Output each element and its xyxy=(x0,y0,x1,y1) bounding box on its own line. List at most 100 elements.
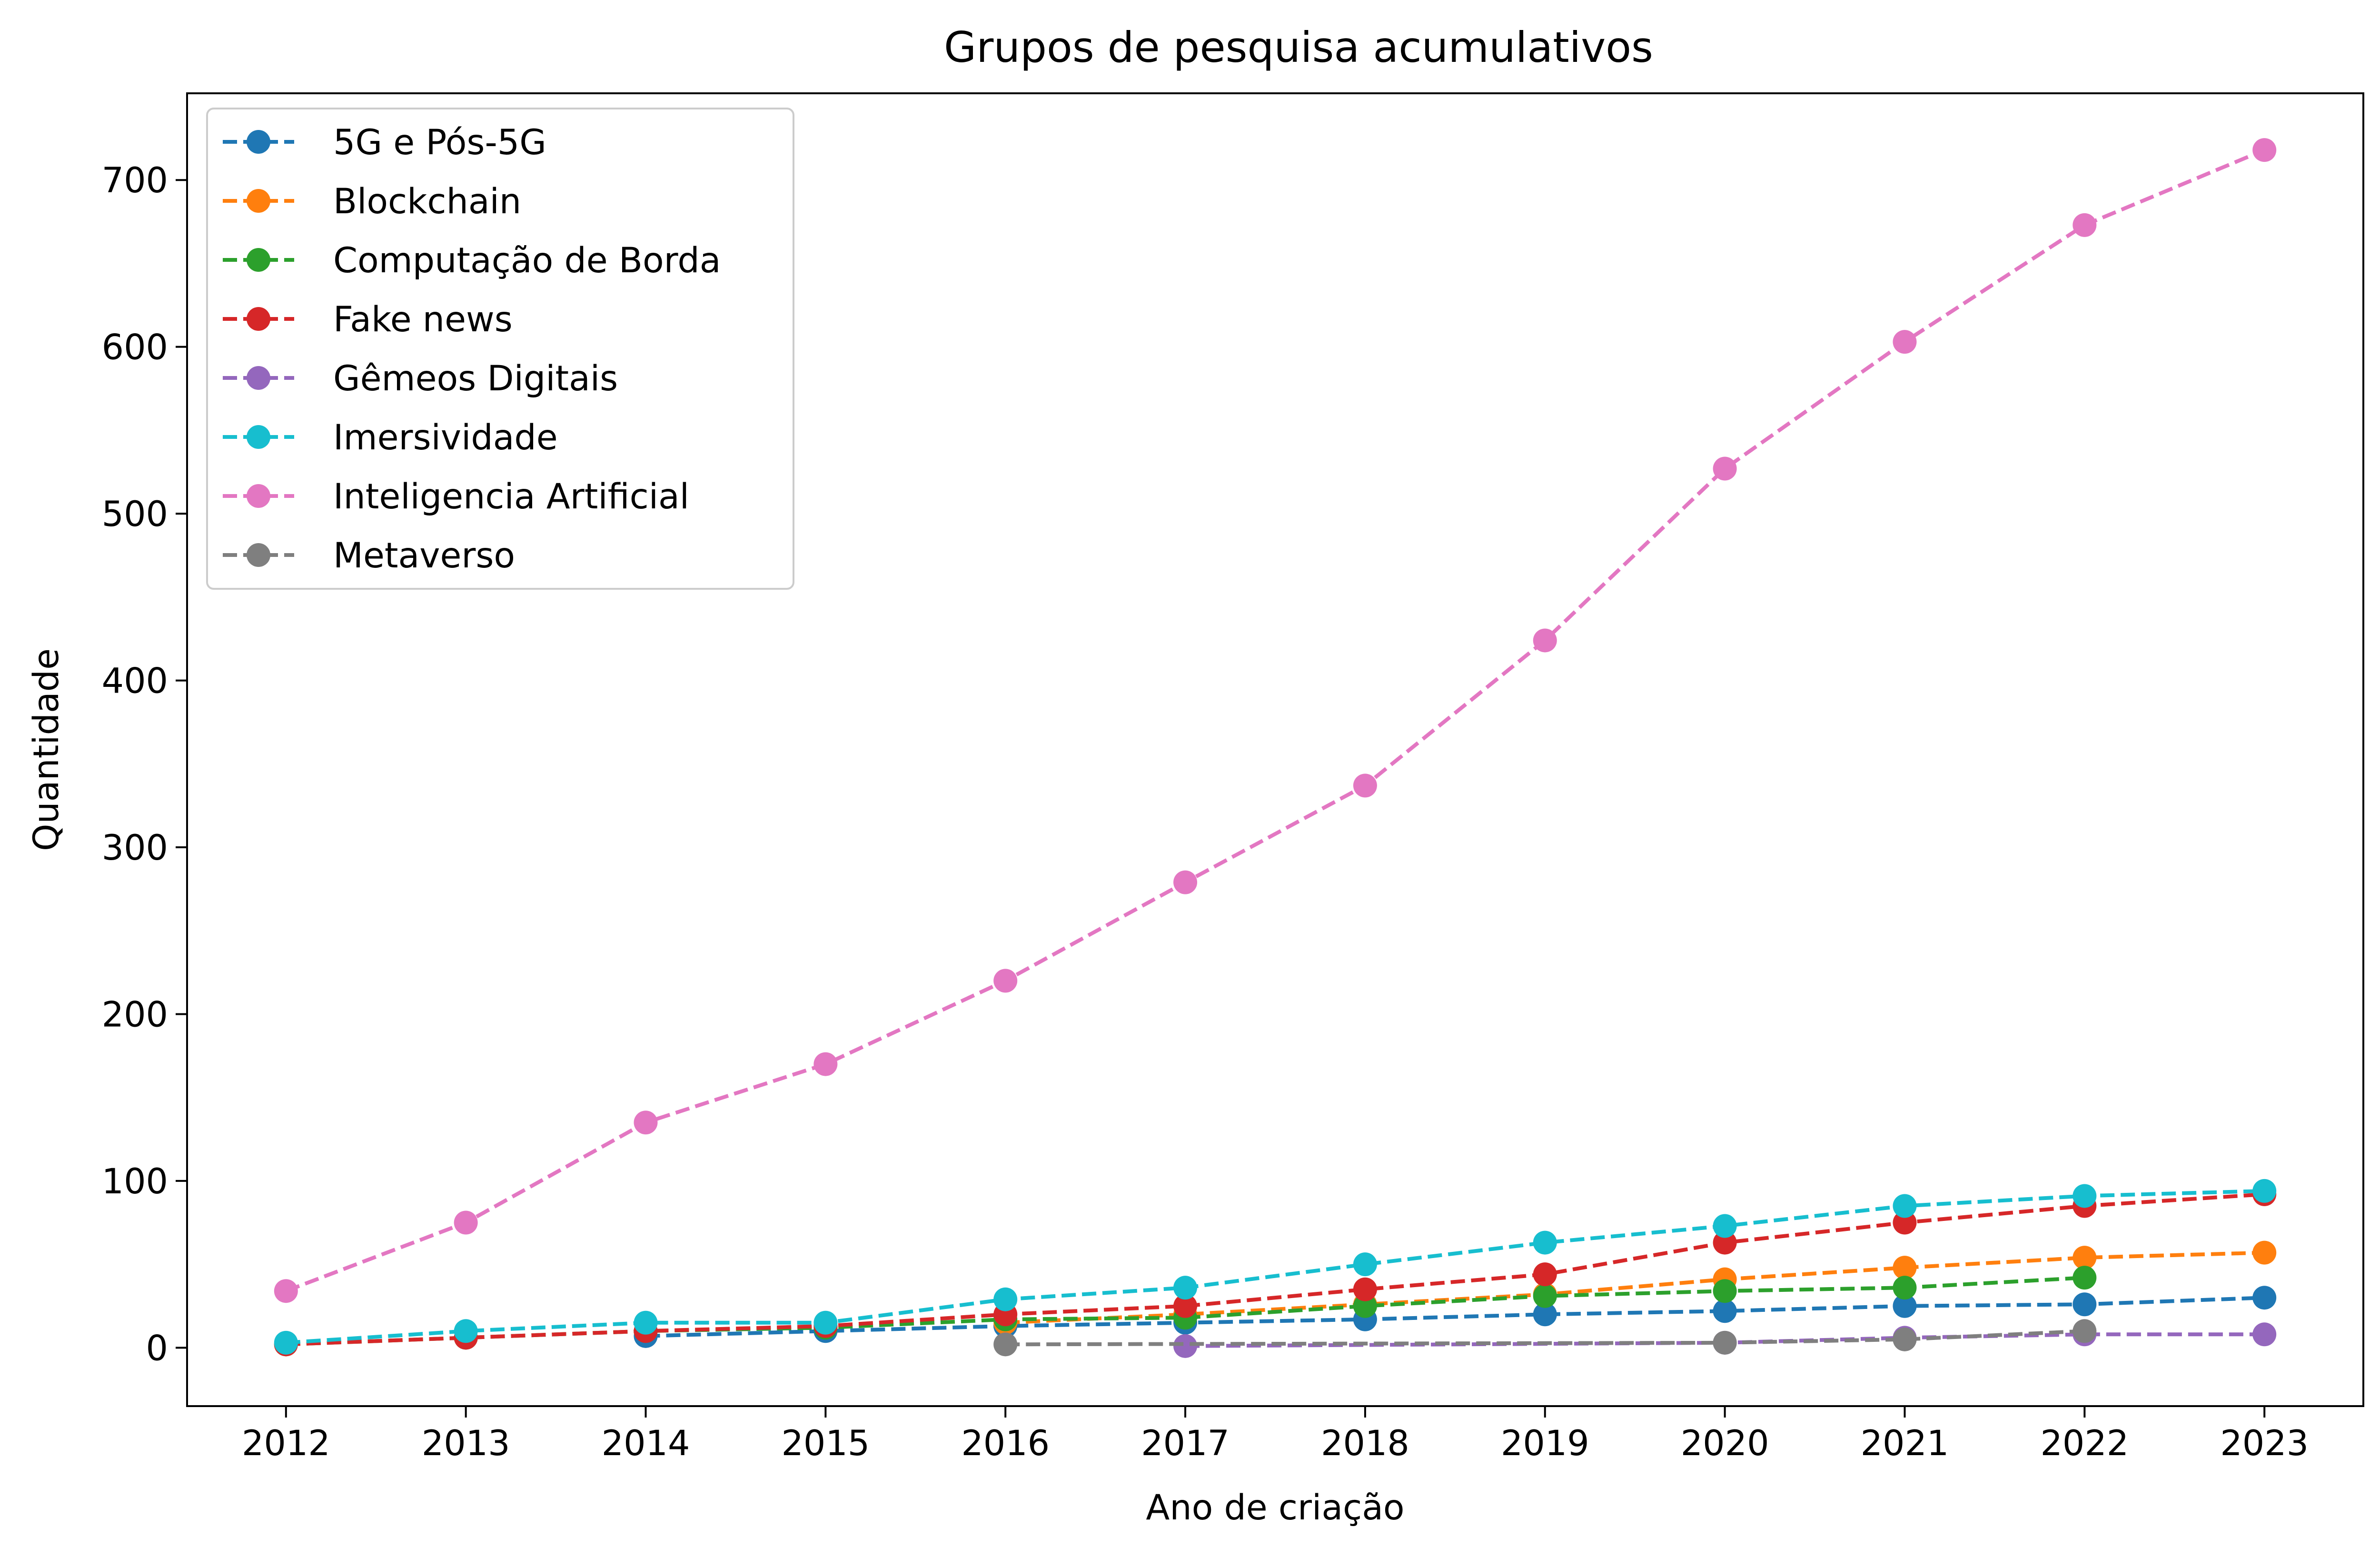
data-point xyxy=(274,1330,298,1355)
data-point xyxy=(1713,456,1737,481)
data-point xyxy=(1533,1284,1557,1308)
plot-frame xyxy=(186,92,2364,1407)
legend-label: Imersividade xyxy=(333,417,558,458)
x-tick-label: 2023 xyxy=(2220,1423,2309,1464)
legend-label: 5G e Pós-5G xyxy=(333,122,546,163)
data-point xyxy=(2252,1286,2277,1310)
data-point xyxy=(1713,1299,1737,1323)
legend-item: Imersividade xyxy=(223,417,558,458)
data-point xyxy=(1533,1262,1557,1287)
data-point xyxy=(2073,1266,2097,1290)
legend-swatch-marker xyxy=(247,307,270,331)
x-axis-label: Ano de criação xyxy=(1146,1488,1404,1528)
legend-swatch-marker xyxy=(247,484,270,508)
legend-items: 5G e Pós-5G Blockchain Computação de Borda… xyxy=(223,122,721,576)
data-point xyxy=(454,1210,478,1235)
data-point xyxy=(634,1310,658,1335)
x-tick-label: 2017 xyxy=(1141,1423,1230,1464)
series-6 xyxy=(274,138,2277,1303)
data-point xyxy=(1893,330,1917,354)
legend-item: Inteligencia Artificial xyxy=(223,476,689,517)
y-tick-label: 100 xyxy=(102,1161,168,1202)
data-point xyxy=(813,1310,838,1335)
data-point xyxy=(1893,1276,1917,1300)
series-line xyxy=(286,1192,2265,1347)
legend-label: Fake news xyxy=(333,299,513,340)
y-tick-label: 200 xyxy=(102,994,168,1035)
legend-item: Gêmeos Digitais xyxy=(223,358,618,399)
series-line xyxy=(285,148,2265,1293)
data-point xyxy=(2252,1240,2277,1265)
data-point xyxy=(993,1287,1018,1311)
data-point xyxy=(1173,1276,1198,1300)
data-point xyxy=(2252,1179,2277,1203)
series-line xyxy=(286,1189,2265,1345)
x-tick-label: 2015 xyxy=(781,1423,870,1464)
x-tick-label: 2018 xyxy=(1321,1423,1409,1464)
data-point xyxy=(1173,1334,1198,1358)
data-point xyxy=(1173,870,1198,894)
legend-label: Metaverso xyxy=(333,536,515,576)
data-point xyxy=(1353,1252,1377,1277)
data-point xyxy=(1353,774,1377,798)
data-point xyxy=(2073,213,2097,237)
y-tick-label: 500 xyxy=(102,494,168,535)
data-point xyxy=(1713,1330,1737,1355)
legend: 5G e Pós-5G Blockchain Computação de Borda… xyxy=(206,108,794,590)
x-tick-label: 2012 xyxy=(242,1423,330,1464)
data-point xyxy=(1893,1256,1917,1280)
data-point xyxy=(993,969,1018,993)
legend-label: Blockchain xyxy=(333,181,521,222)
data-point xyxy=(2252,1322,2277,1347)
data-point xyxy=(813,1052,838,1076)
legend-box xyxy=(206,108,794,590)
data-point xyxy=(1713,1279,1737,1303)
y-tick-label: 400 xyxy=(102,661,168,702)
x-tick-label: 2021 xyxy=(1861,1423,1949,1464)
legend-swatch-marker xyxy=(247,130,270,154)
data-point xyxy=(1713,1214,1737,1238)
x-tick-label: 2019 xyxy=(1501,1423,1589,1464)
x-tick-label: 2014 xyxy=(602,1423,690,1464)
series-7 xyxy=(993,1319,2097,1357)
data-point xyxy=(634,1111,658,1135)
x-tick-label: 2013 xyxy=(422,1423,510,1464)
data-point xyxy=(1533,1302,1557,1327)
data-point xyxy=(2073,1292,2097,1317)
chart-title: Grupos de pesquisa acumulativos xyxy=(944,23,1653,72)
x-tick-label: 2020 xyxy=(1681,1423,1769,1464)
y-tick-label: 0 xyxy=(146,1328,168,1369)
legend-item: Fake news xyxy=(223,299,513,340)
data-point xyxy=(1353,1294,1377,1318)
data-point xyxy=(274,1279,298,1303)
data-point xyxy=(1893,1294,1917,1318)
data-point xyxy=(1893,1210,1917,1235)
data-point xyxy=(1893,1327,1917,1351)
legend-swatch-marker xyxy=(247,366,270,390)
y-axis: 0 100 200 300 400 500 600 700 xyxy=(102,160,187,1369)
legend-swatch-marker xyxy=(247,543,270,567)
data-point xyxy=(993,1332,1018,1357)
data-point xyxy=(2073,1319,2097,1343)
data-point xyxy=(454,1319,478,1343)
x-axis: 2012 2013 2014 2015 2016 2017 2018 2019 2020 2021… xyxy=(242,1406,2309,1464)
legend-item: Blockchain xyxy=(223,181,521,222)
series-5 xyxy=(274,1179,2277,1355)
data-point xyxy=(1353,1277,1377,1301)
series-line xyxy=(1005,1329,2085,1347)
data-point xyxy=(2073,1184,2097,1208)
series-line xyxy=(645,1296,2265,1338)
legend-item: 5G e Pós-5G xyxy=(223,122,546,163)
legend-swatch-marker xyxy=(247,189,270,213)
data-point xyxy=(1533,1230,1557,1255)
legend-label: Computação de Borda xyxy=(333,240,721,281)
legend-item: Metaverso xyxy=(223,536,515,576)
legend-swatch-marker xyxy=(247,248,270,272)
x-tick-label: 2016 xyxy=(961,1423,1050,1464)
y-tick-label: 600 xyxy=(102,327,168,368)
legend-item: Computação de Borda xyxy=(223,240,721,281)
x-tick-label: 2022 xyxy=(2040,1423,2129,1464)
legend-label: Gêmeos Digitais xyxy=(333,358,618,399)
data-point xyxy=(2252,138,2277,162)
